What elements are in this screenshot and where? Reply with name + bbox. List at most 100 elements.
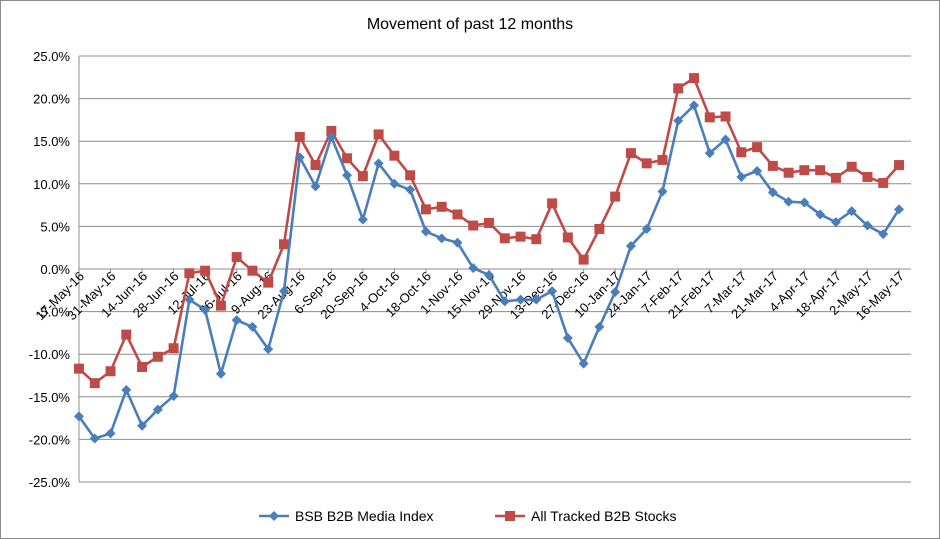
data-point [720,111,731,122]
data-point [846,161,857,172]
data-point [137,420,148,431]
data-point [294,152,305,163]
data-point [704,112,715,123]
data-point [247,265,258,276]
data-point [578,254,589,265]
data-point [736,171,747,182]
data-point [641,158,652,169]
data-point [625,240,636,251]
data-point [468,220,479,231]
data-point [562,333,573,344]
data-point [610,191,621,202]
data-point [752,166,763,177]
data-point [736,147,747,158]
data-point [594,321,605,332]
data-point [505,511,515,521]
data-point [799,197,810,208]
data-point [168,390,179,401]
data-point [830,172,841,183]
x-axis-ticks: 17-May-1631-May-1614-Jun-1628-Jun-1612-J… [33,269,908,324]
data-point [89,433,100,444]
legend: BSB B2B Media Index All Tracked B2B Stock… [259,508,677,524]
data-point [783,196,794,207]
data-point [200,265,211,276]
data-point [515,231,526,242]
data-point [121,329,132,340]
data-point [625,148,636,159]
y-tick-label: 25.0% [33,49,70,64]
data-point [373,129,384,140]
data-point [452,209,463,220]
data-point [531,294,542,305]
data-point [168,343,179,354]
data-point [894,160,904,171]
data-point [815,209,826,220]
data-point [499,296,510,307]
data-point [310,160,321,171]
data-point [484,269,494,280]
data-point [184,294,195,305]
data-point [547,198,558,209]
data-point [105,366,116,377]
data-point [484,217,494,228]
data-point [373,158,384,169]
data-point [231,252,242,263]
data-point [405,170,416,181]
data-point [610,287,621,298]
data-point [326,125,337,136]
data-point [389,150,400,161]
data-point [326,131,337,142]
data-point [720,134,731,145]
data-point [215,368,226,379]
data-point [405,184,416,195]
chart-title: Movement of past 12 months [367,16,573,33]
data-point [200,304,211,315]
data-point [74,363,84,374]
data-point [531,234,542,245]
data-point [862,220,873,231]
series-bsb-b2b-media-index [74,100,904,444]
data-point [673,83,684,94]
data-point [279,286,289,297]
data-point [152,351,163,362]
y-tick-label: -15.0% [29,390,71,405]
data-point [767,187,778,198]
legend-label: BSB B2B Media Index [295,508,434,524]
y-tick-label: -20.0% [29,432,71,447]
y-tick-label: 0.0% [40,262,70,277]
data-point [657,154,668,165]
data-point [799,165,810,176]
data-point [389,178,400,189]
data-point [231,315,242,326]
gridlines [79,55,911,483]
data-point [89,378,100,389]
data-point [420,204,431,215]
data-point [578,358,589,369]
data-point [342,170,353,181]
data-point [499,233,510,244]
data-point [310,181,321,192]
data-point [752,142,763,153]
data-point [342,153,353,164]
data-point [689,73,699,84]
data-point [562,232,573,243]
data-point [783,167,794,178]
y-tick-label: 10.0% [33,177,70,192]
data-point [269,511,279,521]
data-point [767,160,778,171]
data-point [468,263,479,274]
data-point [263,277,274,288]
data-point [689,100,699,111]
data-point [137,361,148,372]
data-point [515,294,526,305]
data-point [294,131,305,142]
data-point [357,171,368,182]
data-point [830,217,841,228]
data-point [105,428,116,439]
legend-item: All Tracked B2B Stocks [495,508,677,524]
y-tick-label: 20.0% [33,92,70,107]
data-point [894,204,904,215]
y-axis-ticks: 25.0% 20.0% 15.0% 10.0% 5.0% 0.0% -5.0% -10.0% -… [29,49,71,490]
data-point [657,186,668,197]
